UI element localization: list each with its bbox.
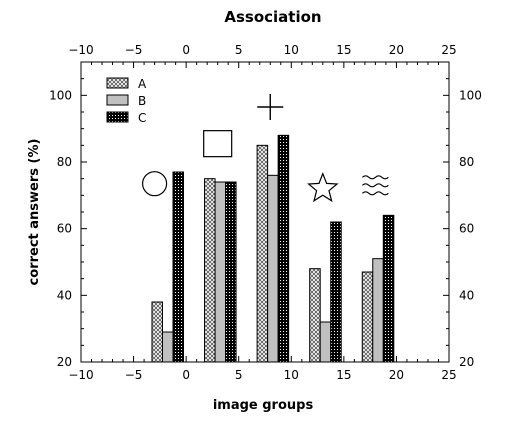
x-tick-label-bottom: 25: [441, 368, 456, 382]
x-axis-label: image groups: [213, 398, 314, 413]
y-tick-label-right: 40: [459, 288, 474, 302]
x-tick-label-top: −10: [68, 43, 93, 57]
bar-a: [256, 144, 269, 363]
x-tick-label-bottom: 20: [389, 368, 404, 382]
bar-b: [319, 321, 332, 363]
legend-item-a: A: [106, 77, 147, 91]
bar-b: [214, 181, 227, 363]
bar-b: [161, 331, 174, 363]
y-tick-label-left: 100: [49, 88, 72, 102]
legend-swatch: [106, 77, 129, 89]
x-tick-label-top: −5: [125, 43, 143, 57]
x-tick-label-bottom: 0: [182, 368, 190, 382]
bar-a: [309, 268, 321, 363]
x-tick-label-top: 25: [441, 43, 456, 57]
bar-c: [172, 171, 185, 363]
x-tick-label-top: 20: [389, 43, 404, 57]
legend-item-c: C: [106, 111, 146, 125]
group-icons: [142, 94, 389, 203]
bar-a: [204, 178, 216, 363]
x-tick-label-bottom: −10: [68, 368, 93, 382]
bar-c: [330, 221, 342, 363]
legend: ABC: [106, 77, 147, 125]
cross-icon: [257, 94, 284, 120]
bar-c: [382, 214, 395, 363]
waves-icon: [362, 175, 389, 196]
x-tick-label-bottom: −5: [125, 368, 143, 382]
x-tick-label-bottom: 10: [284, 368, 299, 382]
y-tick-label-right: 60: [459, 222, 474, 236]
x-tick-label-top: 10: [284, 43, 299, 57]
y-tick-label-right: 80: [459, 155, 474, 169]
y-axis-label: correct answers (%): [27, 139, 42, 286]
bars: [151, 134, 395, 363]
bar-c: [225, 181, 237, 363]
bar-b: [372, 258, 384, 363]
x-tick-label-bottom: 5: [235, 368, 243, 382]
legend-label: C: [138, 111, 146, 125]
legend-label: B: [138, 94, 146, 108]
bar-a: [151, 301, 163, 363]
legend-item-b: B: [106, 94, 146, 108]
y-tick-label-left: 80: [57, 155, 72, 169]
bar-b: [267, 174, 279, 363]
bar-c: [277, 134, 290, 363]
legend-swatch: [106, 94, 129, 106]
chart-title: Association: [224, 8, 321, 26]
star-icon: [307, 172, 339, 203]
bar-a: [361, 271, 374, 363]
y-tick-label-left: 60: [57, 222, 72, 236]
y-tick-label-right: 100: [459, 88, 482, 102]
x-tick-label-top: 15: [336, 43, 351, 57]
y-tick-label-right: 20: [459, 355, 474, 369]
circle-icon: [142, 171, 168, 197]
x-tick-label-top: 5: [235, 43, 243, 57]
legend-label: A: [138, 77, 147, 91]
y-tick-label-left: 20: [57, 355, 72, 369]
square-icon: [203, 130, 233, 158]
y-tick-label-left: 40: [57, 288, 72, 302]
legend-swatch: [106, 111, 129, 123]
x-tick-label-bottom: 15: [336, 368, 351, 382]
x-tick-label-top: 0: [182, 43, 190, 57]
